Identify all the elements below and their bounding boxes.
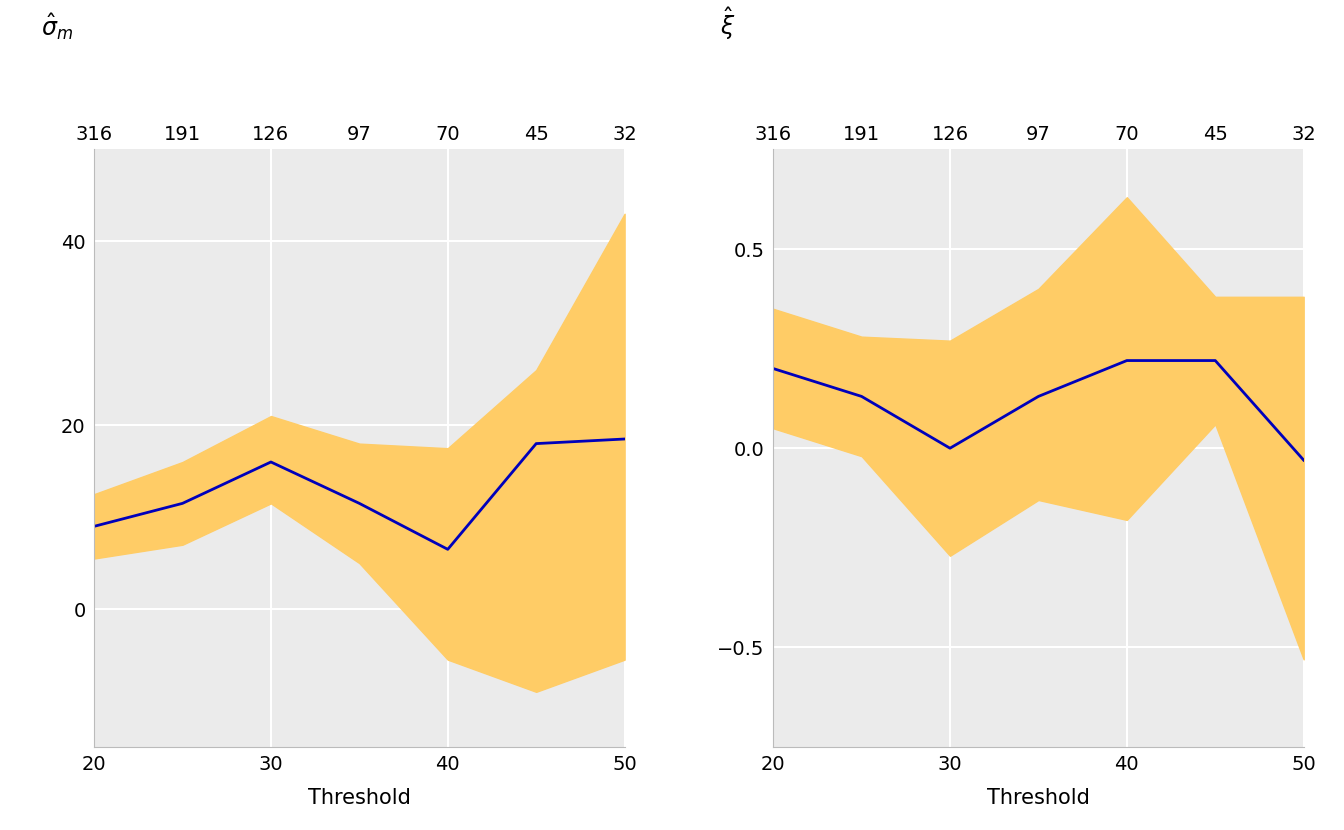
Text: $\hat{\xi}$: $\hat{\xi}$: [720, 5, 735, 42]
X-axis label: Threshold: Threshold: [986, 788, 1090, 808]
Text: $\hat{\sigma}_m$: $\hat{\sigma}_m$: [42, 11, 73, 42]
X-axis label: Threshold: Threshold: [308, 788, 411, 808]
